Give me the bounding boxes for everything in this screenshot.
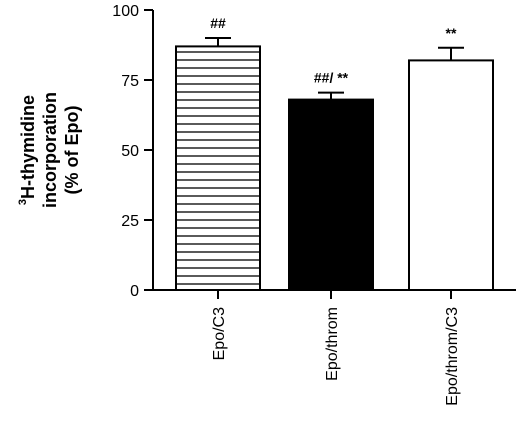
x-category-labels: Epo/C3 Epo/throm Epo/throm/C3 <box>211 290 461 406</box>
x-category-label-1: Epo/throm <box>324 307 341 381</box>
x-category-label-0: Epo/C3 <box>211 307 228 360</box>
bar-1 <box>288 98 374 291</box>
y-tick-label-100: 100 <box>112 3 139 20</box>
annotation-1: ##/ ** <box>314 70 349 86</box>
annotation-2: ** <box>446 25 457 41</box>
y-axis-label-superscript: 3 <box>17 199 29 205</box>
svg-text:3H-thymidine: 3H-thymidine <box>17 95 38 205</box>
y-tick-label-75: 75 <box>121 73 139 90</box>
y-axis-label-line1: H-thymidine <box>18 95 38 199</box>
x-category-label-2: Epo/throm/C3 <box>444 307 461 406</box>
y-axis-label-line3: (% of Epo) <box>62 106 82 195</box>
y-tick-label-25: 25 <box>121 213 139 230</box>
y-ticks: 0 25 50 75 100 <box>112 3 153 300</box>
bars: ## ##/ ** ** <box>175 15 494 292</box>
y-axis-label-line2: incorporation <box>40 92 60 208</box>
annotation-0: ## <box>210 15 226 31</box>
y-tick-label-0: 0 <box>130 283 139 300</box>
y-axis-label: 3H-thymidine incorporation (% of Epo) <box>17 92 82 208</box>
bar-0 <box>175 45 261 292</box>
y-tick-label-50: 50 <box>121 143 139 160</box>
bar-2 <box>408 59 494 292</box>
